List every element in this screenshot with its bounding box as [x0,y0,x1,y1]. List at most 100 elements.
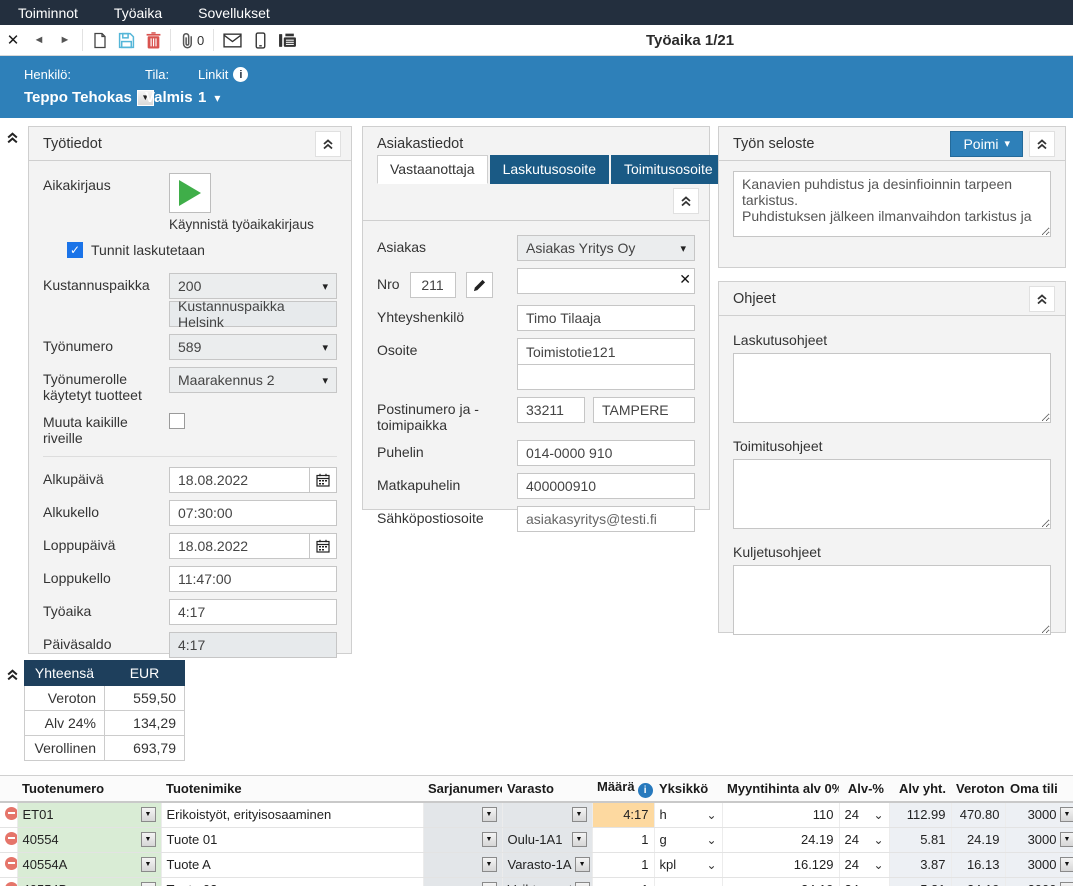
product-number-cell[interactable]: 40554A [17,852,162,878]
billing-instructions-textarea[interactable] [733,353,1051,423]
account-cell[interactable]: 3000 [1005,877,1073,886]
remove-row-icon[interactable] [5,856,16,870]
dropdown-icon[interactable] [1059,832,1073,847]
cost-center-select[interactable]: 200 [169,273,337,299]
links-count[interactable]: 1 [198,89,220,106]
col-oma-tili[interactable]: Oma tili [1005,776,1073,803]
quantity-cell[interactable]: 4:17 [592,802,655,828]
dropdown-icon[interactable] [1059,857,1073,872]
end-time-input[interactable]: 11:47:00 [169,566,337,592]
col-sarjanumero[interactable]: Sarjanumero [423,776,502,803]
dropdown-icon[interactable] [575,882,591,886]
col-varasto[interactable]: Varasto [502,776,592,803]
serial-number-cell[interactable] [423,827,503,853]
dropdown-icon[interactable] [140,807,156,823]
unit-select-cell[interactable]: g [654,877,723,886]
dropdown-icon[interactable] [571,807,587,823]
col-alv[interactable]: Alv-% [839,776,889,803]
price-cell[interactable]: 24.19 [722,827,840,853]
warehouse-cell[interactable]: Vaihto-osat [502,877,593,886]
col-myyntihinta[interactable]: Myyntihinta alv 0% [722,776,839,803]
product-number-cell[interactable]: 40554B [17,877,162,886]
serial-number-cell[interactable] [423,877,503,886]
dropdown-icon[interactable] [1059,807,1073,823]
delete-row-cell[interactable] [0,802,18,828]
save-button[interactable] [113,25,140,55]
dropdown-icon[interactable] [140,832,156,847]
dropdown-icon[interactable] [574,857,590,872]
warehouse-cell[interactable]: Varasto-1A [502,852,593,878]
change-all-rows-checkbox[interactable] [169,413,185,429]
price-cell[interactable]: 110 [722,802,840,828]
start-time-input[interactable]: 07:30:00 [169,500,337,526]
end-date-input[interactable]: 18.08.2022 [169,533,310,559]
dropdown-icon[interactable] [481,832,497,847]
dropdown-icon[interactable] [140,857,156,872]
quantity-cell[interactable]: 1 [592,852,655,878]
dropdown-icon[interactable] [481,857,497,872]
unit-select-cell[interactable]: h [654,802,723,828]
quantity-info-icon[interactable] [637,783,653,798]
quantity-cell[interactable]: 1 [592,877,655,886]
mobile-button[interactable] [247,25,273,55]
postal-city-input[interactable]: TAMPERE [593,397,695,423]
person-value[interactable]: Teppo Tehokas [24,89,154,106]
delete-button[interactable] [140,25,166,55]
next-record-button[interactable]: ► [52,25,78,55]
menu-sovellukset[interactable]: Sovellukset [198,4,270,21]
duration-input[interactable]: 4:17 [169,599,337,625]
links-info-icon[interactable] [233,67,249,82]
work-products-select[interactable]: Maarakennus 2 [169,367,337,393]
collapse-totals-button[interactable] [2,664,22,684]
dropdown-icon[interactable] [481,807,497,823]
dropdown-icon[interactable] [481,882,497,886]
price-cell[interactable]: 24.19 [722,877,840,886]
start-time-recording-button[interactable] [169,173,211,213]
unit-select-cell[interactable]: g [654,827,723,853]
customer-edit-button[interactable] [465,272,493,298]
unit-select-cell[interactable]: kpl [654,852,723,878]
close-button[interactable]: ✕ [0,25,26,55]
postal-code-input[interactable]: 33211 [517,397,585,423]
col-alv-yht[interactable]: Alv yht. [889,776,951,803]
billable-hours-checkbox[interactable] [67,242,83,258]
vat-select-cell[interactable]: 24 [839,802,890,828]
delivery-instructions-textarea[interactable] [733,459,1051,529]
product-number-cell[interactable]: ET01 [17,802,162,828]
menu-toiminnot[interactable]: Toiminnot [18,4,78,21]
serial-number-cell[interactable] [423,852,503,878]
remove-row-icon[interactable] [5,881,16,886]
email-button[interactable] [218,25,247,55]
work-info-collapse-button[interactable] [315,130,341,157]
product-name-cell[interactable]: Tuote 01 [161,827,424,853]
work-description-textarea[interactable]: Kanavien puhdistus ja desinfioinnin tarp… [733,171,1051,237]
product-number-cell[interactable]: 40554 [17,827,162,853]
previous-record-button[interactable]: ◄ [26,25,52,55]
email-input[interactable]: asiakasyritys@testi.fi [517,506,695,532]
vat-select-cell[interactable]: 24 [839,827,890,853]
serial-number-cell[interactable] [423,802,503,828]
tab-laskutusosoite[interactable]: Laskutusosoite [489,155,609,184]
pick-button[interactable]: Poimi [950,130,1023,157]
address-input-2[interactable] [517,364,695,390]
price-cell[interactable]: 16.129 [722,852,840,878]
col-tuotenumero[interactable]: Tuotenumero [17,776,161,803]
end-date-calendar-button[interactable] [310,533,337,559]
product-name-cell[interactable]: Tuote A [161,852,424,878]
start-date-input[interactable]: 18.08.2022 [169,467,310,493]
delete-row-cell[interactable] [0,877,18,886]
new-record-button[interactable] [87,25,113,55]
customer-search-input[interactable] [517,268,695,294]
contact-person-input[interactable]: Timo Tilaaja [517,305,695,331]
fax-button[interactable] [273,25,302,55]
dropdown-icon[interactable] [140,882,156,886]
person-dropdown-icon[interactable] [136,89,154,106]
customer-select[interactable]: Asiakas Yritys Oy [517,235,695,261]
vat-select-cell[interactable]: 24 [839,852,890,878]
phone-input[interactable]: 014-0000 910 [517,440,695,466]
work-description-collapse-button[interactable] [1029,130,1055,157]
delete-row-cell[interactable] [0,852,18,878]
tab-vastaanottaja[interactable]: Vastaanottaja [377,155,488,184]
customer-panel-collapse-button[interactable] [673,188,699,214]
collapse-left-column-button[interactable] [2,127,22,147]
